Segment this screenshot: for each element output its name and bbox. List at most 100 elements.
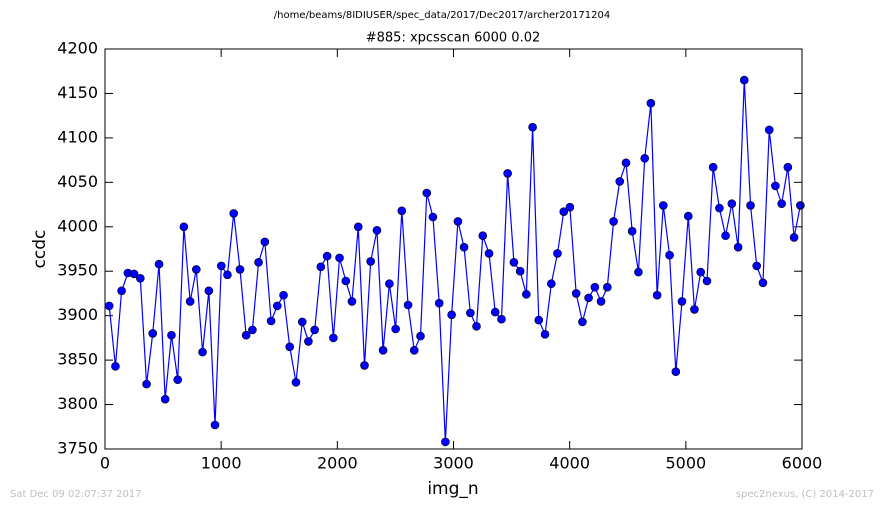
y-tick-label: 3900 <box>57 305 98 324</box>
data-point <box>160 394 170 404</box>
data-point <box>385 279 394 288</box>
data-point <box>347 297 357 306</box>
data-point <box>185 297 195 306</box>
data-point <box>658 201 668 210</box>
data-point <box>771 181 780 191</box>
data-point <box>565 202 575 212</box>
y-tick-label: 4200 <box>57 39 98 58</box>
data-point <box>173 375 183 384</box>
data-point <box>733 242 743 252</box>
data-point <box>441 437 450 447</box>
data-point <box>789 233 799 242</box>
data-point <box>783 162 793 172</box>
data-point <box>509 258 519 267</box>
x-tick-label: 4000 <box>549 454 590 473</box>
x-tick-label: 2000 <box>317 454 358 473</box>
y-tick-label: 3950 <box>57 261 98 280</box>
data-point <box>721 231 730 240</box>
data-point <box>621 158 631 168</box>
data-point <box>111 362 120 371</box>
data-point <box>490 307 500 317</box>
data-point <box>578 317 587 327</box>
data-point <box>291 378 301 387</box>
data-point <box>241 330 251 340</box>
data-point <box>739 75 749 85</box>
data-point <box>453 217 463 226</box>
data-point <box>142 379 151 389</box>
data-point <box>428 212 438 222</box>
data-point <box>366 257 375 266</box>
data-point <box>472 322 481 331</box>
data-point <box>466 308 475 318</box>
data-point <box>534 315 544 325</box>
data-point <box>752 261 761 271</box>
data-point <box>764 125 774 135</box>
data-point <box>154 259 164 269</box>
data-point <box>117 286 126 296</box>
data-point <box>522 290 531 299</box>
data-point <box>279 290 288 300</box>
suptitle: /home/beams/8IDIUSER/spec_data/2017/Dec2… <box>274 10 610 21</box>
data-point <box>254 258 263 267</box>
y-tick-label: 3800 <box>57 394 98 413</box>
data-point <box>665 250 674 260</box>
data-point <box>696 267 706 277</box>
data-point <box>192 265 201 274</box>
y-tick-label: 4000 <box>57 216 98 235</box>
data-point <box>378 346 388 355</box>
x-axis-label: img_n <box>427 479 478 499</box>
data-point <box>416 331 425 341</box>
data-point <box>547 279 556 288</box>
data-point <box>335 253 344 263</box>
x-tick-label: 5000 <box>665 454 706 473</box>
data-point <box>434 298 444 308</box>
data-point <box>559 207 569 216</box>
data-point <box>503 169 512 178</box>
x-tick-label: 3000 <box>433 454 474 473</box>
data-point <box>198 347 207 357</box>
data-point <box>322 251 332 261</box>
y-axis-label: ccdc <box>30 230 50 269</box>
data-point <box>316 262 326 272</box>
data-point <box>646 98 656 108</box>
data-point <box>758 278 768 288</box>
data-point <box>266 316 276 326</box>
footer-left: Sat Dec 09 02:07:37 2017 <box>10 489 142 500</box>
data-point <box>204 286 214 296</box>
series-line <box>108 80 801 442</box>
data-point <box>540 330 550 339</box>
data-point <box>229 209 239 218</box>
plot-frame <box>104 48 803 450</box>
data-point <box>223 270 232 280</box>
data-point <box>484 249 494 258</box>
data-point <box>260 237 270 247</box>
data-point <box>683 211 693 221</box>
data-point <box>179 222 189 232</box>
y-tick-label: 4050 <box>57 172 98 191</box>
data-point <box>615 177 625 186</box>
data-point <box>148 329 158 338</box>
data-point <box>248 325 257 335</box>
data-point <box>677 297 687 306</box>
data-point <box>603 282 612 292</box>
data-point <box>341 276 351 286</box>
data-point <box>796 201 805 210</box>
data-point <box>272 301 282 311</box>
y-tick-label: 4100 <box>57 127 98 146</box>
data-point <box>746 201 755 210</box>
data-point <box>715 203 724 213</box>
data-point <box>515 266 525 276</box>
chart-title: #885: xpcsscan 6000 0.02 <box>366 31 541 46</box>
y-tick-label: 3750 <box>57 439 98 458</box>
data-point <box>727 199 737 208</box>
x-tick-label: 0 <box>100 454 110 473</box>
data-point <box>584 293 593 303</box>
data-point <box>235 265 245 274</box>
data-point <box>609 217 618 226</box>
data-point <box>210 420 220 430</box>
data-point <box>459 242 469 252</box>
data-point <box>129 269 139 279</box>
data-point <box>403 300 413 310</box>
